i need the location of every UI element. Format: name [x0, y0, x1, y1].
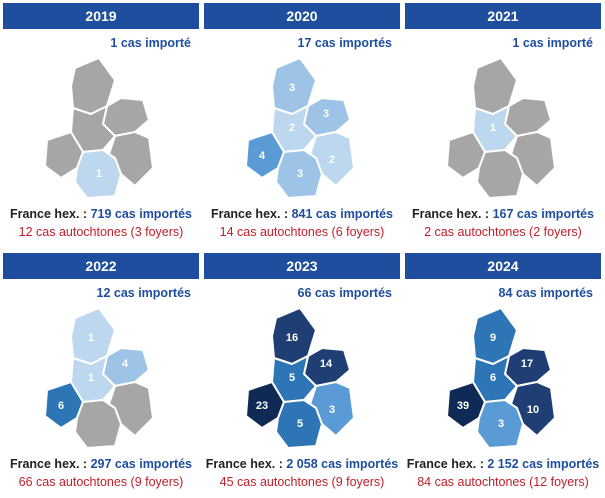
autochthonous-cases: 45 cas autochtones (9 foyers)	[219, 475, 385, 489]
department-map: 1	[446, 57, 556, 199]
france-total: France hex. : 297 cas importés	[3, 457, 199, 471]
department-shape	[74, 149, 122, 199]
department-map: 3 3 2 4 2 3	[245, 57, 355, 199]
department-shape	[74, 399, 122, 449]
autochthonous-cases: 14 cas autochtones (6 foyers)	[219, 225, 385, 239]
france-total: France hex. : 719 cas importés	[3, 207, 199, 221]
year-panel: 2020 17 cas importés 3 3 2 4 2 3 France hex. : 8…	[204, 3, 400, 248]
department-case-count: 4	[122, 358, 129, 370]
department-case-count: 5	[289, 372, 295, 384]
france-total: France hex. : 2 058 cas importés	[204, 457, 400, 471]
france-prefix: France hex. :	[411, 207, 493, 221]
department-case-count: 17	[521, 358, 533, 370]
france-imported-count: 2 058 cas importés	[286, 457, 399, 471]
department-case-count: 3	[289, 82, 295, 94]
france-imported-count: 297 cas importés	[90, 457, 193, 471]
france-total: France hex. : 841 cas importés	[204, 207, 400, 221]
year-panel: 2022 12 cas importés 1 4 1 6 France hex. : 297…	[3, 253, 199, 498]
france-imported-count: 167 cas importés	[492, 207, 595, 221]
department-shape	[476, 399, 524, 449]
year-header: 2020	[204, 3, 400, 29]
department-shape	[275, 149, 323, 199]
department-case-count: 10	[527, 404, 539, 416]
department-case-count: 1	[88, 332, 94, 344]
imported-cases-label: 84 cas importés	[498, 286, 594, 300]
department-case-count: 23	[256, 400, 268, 412]
france-prefix: France hex. :	[406, 457, 488, 471]
department-case-count: 3	[323, 108, 329, 120]
year-header: 2019	[3, 3, 199, 29]
department-shape	[275, 399, 323, 449]
department-case-count: 1	[490, 122, 496, 134]
autochthonous-cases: 66 cas autochtones (9 foyers)	[18, 475, 184, 489]
year-header: 2024	[405, 253, 601, 279]
department-case-count: 6	[490, 372, 496, 384]
department-case-count: 4	[259, 150, 266, 162]
year-header: 2023	[204, 253, 400, 279]
department-case-count: 1	[96, 168, 102, 180]
department-map: 1	[44, 57, 154, 199]
department-case-count: 2	[289, 122, 295, 134]
year-panel: 2021 1 cas importé 1 France hex. : 167 cas …	[405, 3, 601, 248]
france-total: France hex. : 2 152 cas importés	[405, 457, 601, 471]
department-case-count: 2	[329, 154, 335, 166]
department-case-count: 9	[490, 332, 496, 344]
france-total: France hex. : 167 cas importés	[405, 207, 601, 221]
imported-cases-label: 17 cas importés	[297, 36, 393, 50]
department-case-count: 14	[320, 358, 333, 370]
imported-cases-label: 1 cas importé	[110, 36, 191, 50]
year-header: 2022	[3, 253, 199, 279]
department-case-count: 3	[498, 418, 504, 430]
department-case-count: 3	[297, 168, 303, 180]
france-imported-count: 841 cas importés	[291, 207, 394, 221]
year-panel: 2023 66 cas importés 16 14 5 23 3 5 France hex. …	[204, 253, 400, 498]
imported-cases-label: 66 cas importés	[297, 286, 393, 300]
imported-cases-label: 1 cas importé	[512, 36, 593, 50]
autochthonous-cases: 2 cas autochtones (2 foyers)	[424, 225, 582, 239]
department-map: 9 17 6 39 10 3	[446, 307, 556, 449]
department-map: 16 14 5 23 3 5	[245, 307, 355, 449]
year-panel: 2019 1 cas importé 1 France hex. : 719 cas …	[3, 3, 199, 248]
france-prefix: France hex. :	[210, 207, 292, 221]
department-case-count: 6	[58, 400, 64, 412]
france-prefix: France hex. :	[205, 457, 287, 471]
france-prefix: France hex. :	[9, 207, 91, 221]
year-header: 2021	[405, 3, 601, 29]
autochthonous-cases: 84 cas autochtones (12 foyers)	[417, 475, 589, 489]
department-case-count: 16	[286, 332, 298, 344]
department-map: 1 4 1 6	[44, 307, 154, 449]
france-imported-count: 2 152 cas importés	[487, 457, 600, 471]
imported-cases-label: 12 cas importés	[96, 286, 192, 300]
department-case-count: 5	[297, 418, 303, 430]
department-shape	[476, 149, 524, 199]
department-case-count: 1	[88, 372, 94, 384]
year-panel: 2024 84 cas importés 9 17 6 39 10 3 France hex. …	[405, 253, 601, 498]
department-case-count: 39	[457, 400, 469, 412]
france-prefix: France hex. :	[9, 457, 91, 471]
autochthonous-cases: 12 cas autochtones (3 foyers)	[18, 225, 184, 239]
france-imported-count: 719 cas importés	[90, 207, 193, 221]
department-case-count: 3	[329, 404, 335, 416]
